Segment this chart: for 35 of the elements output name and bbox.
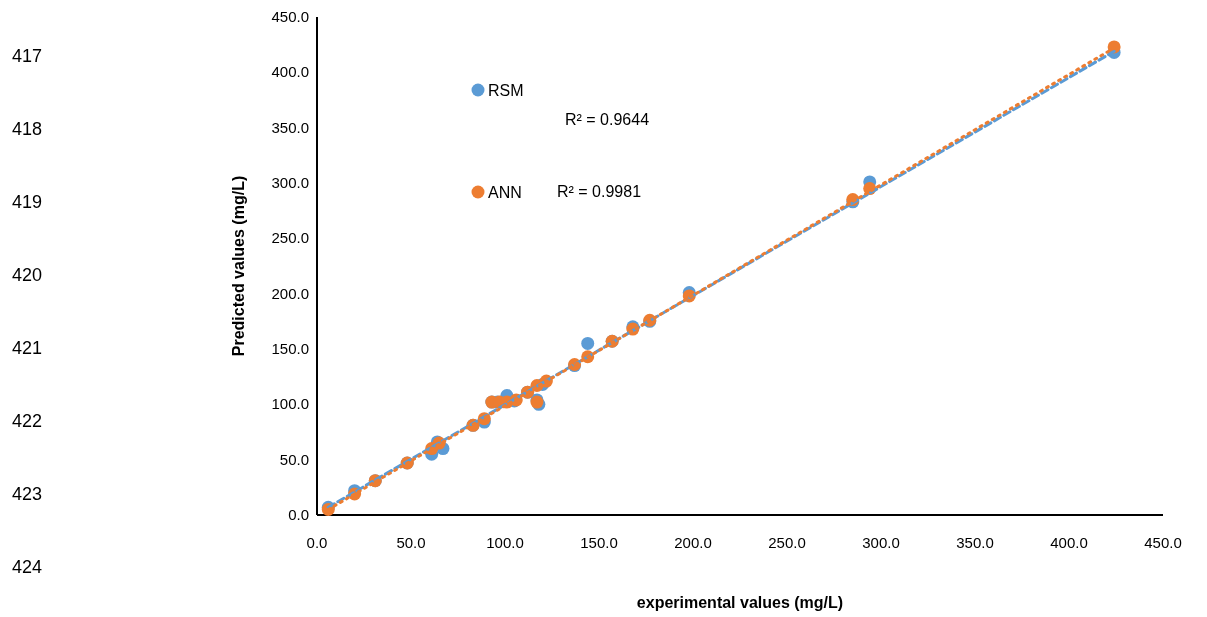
text: 418: [12, 119, 43, 139]
x-tick-label: 100.0: [486, 534, 524, 551]
legend-label: ANN: [488, 184, 522, 201]
text: 424: [12, 557, 43, 577]
y-tick-label: 250.0: [271, 229, 309, 247]
x-tick-label: 200.0: [674, 534, 712, 551]
y-tick-label: 450.0: [271, 8, 309, 25]
y-tick-label: 400.0: [271, 63, 309, 81]
y-tick-label: 100.0: [271, 395, 309, 413]
x-tick-label: 300.0: [862, 534, 900, 551]
legend-label: RSM: [488, 82, 524, 99]
x-tick-label: 50.0: [396, 534, 426, 551]
y-tick-label: 350.0: [271, 118, 309, 136]
x-tick-label: 350.0: [956, 534, 994, 551]
annotation: R² = 0.9981: [557, 183, 642, 200]
text: 422: [12, 411, 43, 431]
point: [581, 336, 595, 350]
x-tick-label: 0.0: [306, 534, 328, 551]
y-axis-title: Predicted values (mg/L): [230, 175, 247, 357]
y-tick-label: 200.0: [271, 284, 309, 302]
y-tick-label: 0.0: [288, 506, 309, 523]
y-tick-label: 50.0: [279, 450, 309, 468]
x-tick-label: 400.0: [1050, 534, 1088, 551]
x-tick-label: 250.0: [768, 534, 806, 551]
text: 417: [12, 46, 43, 66]
text: 421: [12, 338, 43, 358]
text: 419: [12, 192, 43, 212]
annotation: R² = 0.9644: [565, 111, 650, 128]
y-tick-label: 300.0: [271, 174, 309, 191]
y-tick-label: 150.0: [271, 340, 309, 357]
x-tick-label: 450.0: [1144, 534, 1182, 551]
x-axis-title: experimental values (mg/L): [636, 594, 844, 611]
text: 420: [12, 265, 43, 285]
x-tick-label: 150.0: [580, 534, 618, 551]
text: 423: [12, 484, 43, 504]
